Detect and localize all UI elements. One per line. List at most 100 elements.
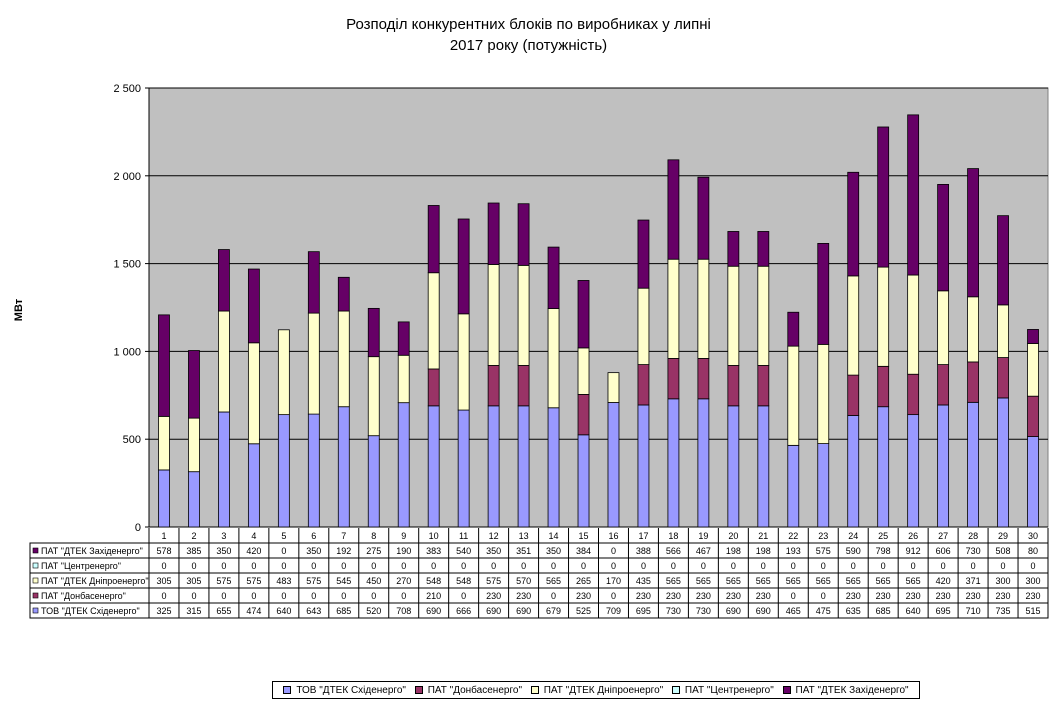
table-cell-value: 0 — [521, 561, 526, 571]
table-cell-value: 710 — [966, 606, 981, 616]
table-cell-value: 315 — [186, 606, 201, 616]
bar-segment — [877, 266, 890, 367]
bar-segment — [337, 276, 350, 312]
table-cell-value: 0 — [161, 561, 166, 571]
x-tick-label: 30 — [1028, 531, 1038, 541]
bar-segment — [817, 243, 830, 345]
table-cell-value: 0 — [971, 561, 976, 571]
bar-segment — [847, 415, 860, 528]
table-cell-value: 0 — [761, 561, 766, 571]
table-cell-value: 465 — [786, 606, 801, 616]
x-tick-label: 10 — [429, 531, 439, 541]
table-cell-value: 80 — [1028, 546, 1038, 556]
table-cell-value: 385 — [186, 546, 201, 556]
table-cell-value: 230 — [876, 591, 891, 601]
bar-segment — [667, 258, 680, 359]
x-tick-label: 5 — [281, 531, 286, 541]
table-row-label: ПАТ "Центренерго" — [41, 561, 121, 571]
bar-segment — [158, 314, 170, 417]
table-cell-value: 565 — [546, 576, 561, 586]
table-cell-value: 655 — [216, 606, 231, 616]
table-cell-value: 0 — [791, 591, 796, 601]
table-cell-value: 198 — [726, 546, 741, 556]
y-tick-label: 2 500 — [113, 83, 141, 95]
bar-segment — [247, 342, 260, 445]
bar-segment — [218, 249, 230, 312]
chart-title-line-1: Розподіл конкурентних блоків по виробник… — [346, 16, 711, 33]
y-axis-label: МВт — [13, 298, 25, 321]
bar-segment — [787, 311, 800, 347]
bar-segment — [877, 406, 890, 528]
bar-segment — [667, 398, 680, 528]
table-cell-value: 230 — [846, 591, 861, 601]
bar-segment — [247, 443, 260, 528]
bar-segment — [757, 365, 770, 407]
bar-segment — [817, 343, 830, 444]
x-tick-label: 19 — [698, 531, 708, 541]
table-cell-value: 730 — [666, 606, 681, 616]
table-cell-value: 0 — [911, 561, 916, 571]
legend-swatch — [283, 686, 292, 694]
table-cell-value: 198 — [756, 546, 771, 556]
table-cell-value: 0 — [221, 591, 226, 601]
table-cell-value: 305 — [186, 576, 201, 586]
table-cell-value: 190 — [396, 546, 411, 556]
table-cell-value: 475 — [816, 606, 831, 616]
bar-segment — [967, 168, 979, 298]
table-cell-value: 350 — [486, 546, 501, 556]
table-cell-value: 230 — [966, 591, 981, 601]
y-tick-label: 0 — [135, 522, 141, 534]
bar-segment — [487, 365, 500, 407]
table-cell-value: 0 — [281, 561, 286, 571]
legend-swatch — [671, 686, 680, 694]
table-cell-value: 0 — [431, 561, 436, 571]
table-cell-value: 640 — [276, 606, 291, 616]
table-cell-value: 170 — [606, 576, 621, 586]
table-cell-value: 0 — [161, 591, 166, 601]
table-cell-value: 690 — [486, 606, 501, 616]
bar-segment — [517, 203, 530, 266]
table-row-label: ПАТ "ДТЕК Західенерго" — [41, 546, 143, 556]
table-cell-value: 0 — [461, 561, 466, 571]
x-tick-label: 14 — [549, 531, 559, 541]
x-tick-label: 3 — [221, 531, 226, 541]
table-cell-value: 515 — [1026, 606, 1041, 616]
table-cell-value: 230 — [936, 591, 951, 601]
table-cell-value: 420 — [246, 546, 261, 556]
bar-segment — [907, 114, 920, 276]
x-tick-label: 24 — [848, 531, 858, 541]
bar-segment — [607, 372, 620, 403]
table-cell-value: 0 — [401, 591, 406, 601]
table-cell-value: 0 — [851, 561, 856, 571]
bar-segment — [457, 313, 470, 411]
table-cell-value: 230 — [636, 591, 651, 601]
table-cell-value: 0 — [281, 591, 286, 601]
bar-segment — [277, 329, 290, 416]
table-cell-value: 275 — [366, 546, 381, 556]
table-cell-value: 690 — [516, 606, 531, 616]
chart-title-line-2: 2017 року (потужність) — [449, 37, 608, 54]
bar-segment — [577, 394, 590, 436]
bar-segment — [547, 308, 560, 409]
table-cell-value: 679 — [546, 606, 561, 616]
x-tick-label: 12 — [489, 531, 499, 541]
table-cell-value: 210 — [426, 591, 441, 601]
x-tick-label: 27 — [938, 531, 948, 541]
bar-segment — [397, 321, 410, 356]
table-cell-value: 606 — [936, 546, 951, 556]
bar-segment — [517, 365, 530, 407]
x-tick-label: 21 — [758, 531, 768, 541]
table-cell-value: 0 — [551, 561, 556, 571]
bar-segment — [637, 404, 650, 528]
bar-segment — [577, 434, 590, 528]
table-cell-value: 0 — [671, 561, 676, 571]
table-cell-value: 0 — [701, 561, 706, 571]
table-cell-value: 230 — [516, 591, 531, 601]
table-cell-value: 305 — [156, 576, 171, 586]
bar-segment — [397, 354, 410, 404]
bar-segment — [1027, 343, 1039, 397]
table-cell-value: 566 — [666, 546, 681, 556]
table-cell-value: 467 — [696, 546, 711, 556]
bar-segment — [367, 435, 380, 528]
